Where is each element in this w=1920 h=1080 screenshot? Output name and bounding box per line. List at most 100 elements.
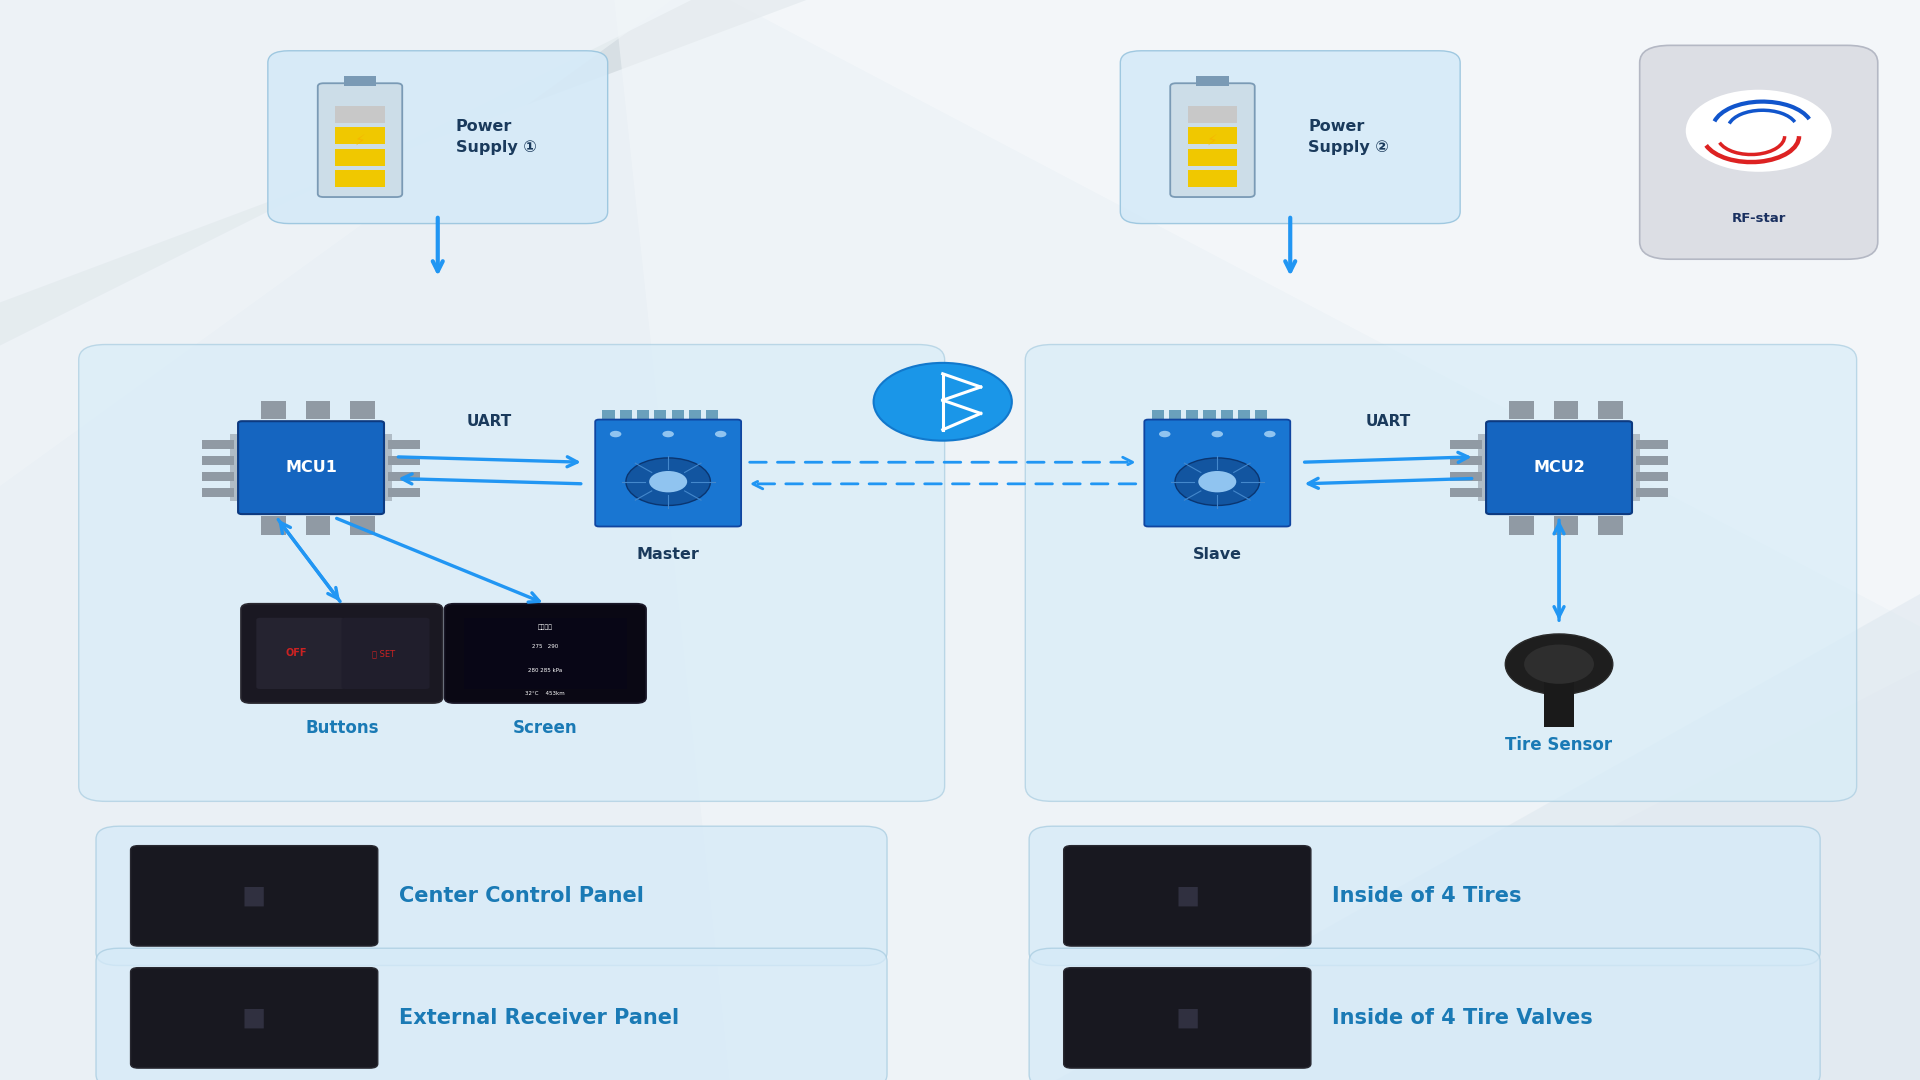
Polygon shape <box>0 0 672 486</box>
Bar <box>1204 409 1215 423</box>
Bar <box>1553 516 1578 535</box>
FancyBboxPatch shape <box>96 948 887 1080</box>
Bar <box>620 409 632 423</box>
Bar <box>637 409 649 423</box>
Text: UART: UART <box>1365 414 1411 429</box>
Circle shape <box>611 431 622 437</box>
Polygon shape <box>614 0 1920 1080</box>
Bar <box>388 488 420 497</box>
FancyBboxPatch shape <box>342 618 430 689</box>
Text: Screen: Screen <box>513 719 578 737</box>
Text: Inside of 4 Tire Valves: Inside of 4 Tire Valves <box>1332 1008 1594 1028</box>
Circle shape <box>1505 634 1613 694</box>
Bar <box>1169 409 1181 423</box>
Bar <box>202 441 234 449</box>
Circle shape <box>662 431 674 437</box>
Bar <box>1636 441 1668 449</box>
Circle shape <box>874 363 1012 441</box>
Polygon shape <box>0 0 806 346</box>
Circle shape <box>1524 645 1594 684</box>
Circle shape <box>649 471 687 492</box>
Bar <box>1187 171 1238 187</box>
Bar <box>1509 516 1534 535</box>
FancyBboxPatch shape <box>444 604 645 703</box>
Circle shape <box>1198 471 1236 492</box>
Bar <box>336 171 384 187</box>
Bar <box>707 409 718 423</box>
Bar <box>344 76 376 86</box>
Bar <box>305 516 330 535</box>
FancyBboxPatch shape <box>1144 419 1290 526</box>
Bar <box>1597 516 1622 535</box>
FancyBboxPatch shape <box>257 618 344 689</box>
Bar <box>336 149 384 166</box>
Bar <box>1597 401 1622 419</box>
Polygon shape <box>154 0 1920 626</box>
Bar <box>1636 456 1668 465</box>
Bar <box>1221 409 1233 423</box>
Circle shape <box>714 431 726 437</box>
Bar <box>1256 409 1267 423</box>
Circle shape <box>1175 458 1260 505</box>
FancyBboxPatch shape <box>1025 345 1857 801</box>
Bar <box>1450 441 1482 449</box>
Text: 280 285 kPa: 280 285 kPa <box>528 667 563 673</box>
Text: Power
Supply ①: Power Supply ① <box>455 119 536 156</box>
Circle shape <box>1263 431 1275 437</box>
Bar <box>336 106 384 123</box>
FancyBboxPatch shape <box>96 826 887 966</box>
Bar <box>1636 472 1668 481</box>
FancyBboxPatch shape <box>131 968 378 1068</box>
Bar <box>388 456 420 465</box>
Text: 轮胎气压: 轮胎气压 <box>538 624 553 630</box>
Circle shape <box>626 458 710 505</box>
Bar <box>388 472 420 481</box>
Text: Center Control Panel: Center Control Panel <box>399 886 643 906</box>
FancyBboxPatch shape <box>1029 826 1820 966</box>
Bar <box>1187 106 1238 123</box>
Circle shape <box>1686 90 1832 172</box>
Bar <box>1187 149 1238 166</box>
FancyBboxPatch shape <box>1064 846 1311 946</box>
FancyBboxPatch shape <box>131 846 378 946</box>
Bar <box>1187 409 1198 423</box>
Text: Power
Supply ②: Power Supply ② <box>1308 119 1388 156</box>
Bar <box>672 409 684 423</box>
Text: ⚡: ⚡ <box>355 133 365 148</box>
Bar <box>202 472 234 481</box>
Text: Inside of 4 Tires: Inside of 4 Tires <box>1332 886 1521 906</box>
Bar <box>1187 127 1238 145</box>
Text: ▪: ▪ <box>242 999 267 1037</box>
Bar <box>261 516 286 535</box>
Bar <box>261 401 286 419</box>
Text: Slave: Slave <box>1192 548 1242 562</box>
Bar <box>1509 401 1534 419</box>
Bar <box>1450 456 1482 465</box>
Text: MCU1: MCU1 <box>284 460 338 475</box>
Bar <box>689 409 701 423</box>
Bar <box>1238 409 1250 423</box>
FancyBboxPatch shape <box>79 345 945 801</box>
FancyBboxPatch shape <box>269 51 607 224</box>
FancyBboxPatch shape <box>1119 51 1459 224</box>
Bar <box>1544 671 1574 727</box>
Circle shape <box>1212 431 1223 437</box>
Text: MCU2: MCU2 <box>1532 460 1586 475</box>
Bar <box>1450 472 1482 481</box>
Bar <box>305 401 330 419</box>
Bar <box>1450 488 1482 497</box>
Text: ⚡: ⚡ <box>1208 133 1217 148</box>
Text: Tire Sensor: Tire Sensor <box>1505 737 1613 754</box>
Text: ▪: ▪ <box>1175 999 1200 1037</box>
Text: External Receiver Panel: External Receiver Panel <box>399 1008 680 1028</box>
FancyBboxPatch shape <box>1486 421 1632 514</box>
Text: ▪: ▪ <box>242 877 267 915</box>
FancyBboxPatch shape <box>1029 948 1820 1080</box>
Bar <box>336 127 384 145</box>
Bar <box>202 456 234 465</box>
Bar <box>349 516 374 535</box>
Text: ⏻ SET: ⏻ SET <box>372 649 396 658</box>
Bar <box>465 618 628 689</box>
Bar <box>202 488 234 497</box>
Bar <box>1152 409 1164 423</box>
